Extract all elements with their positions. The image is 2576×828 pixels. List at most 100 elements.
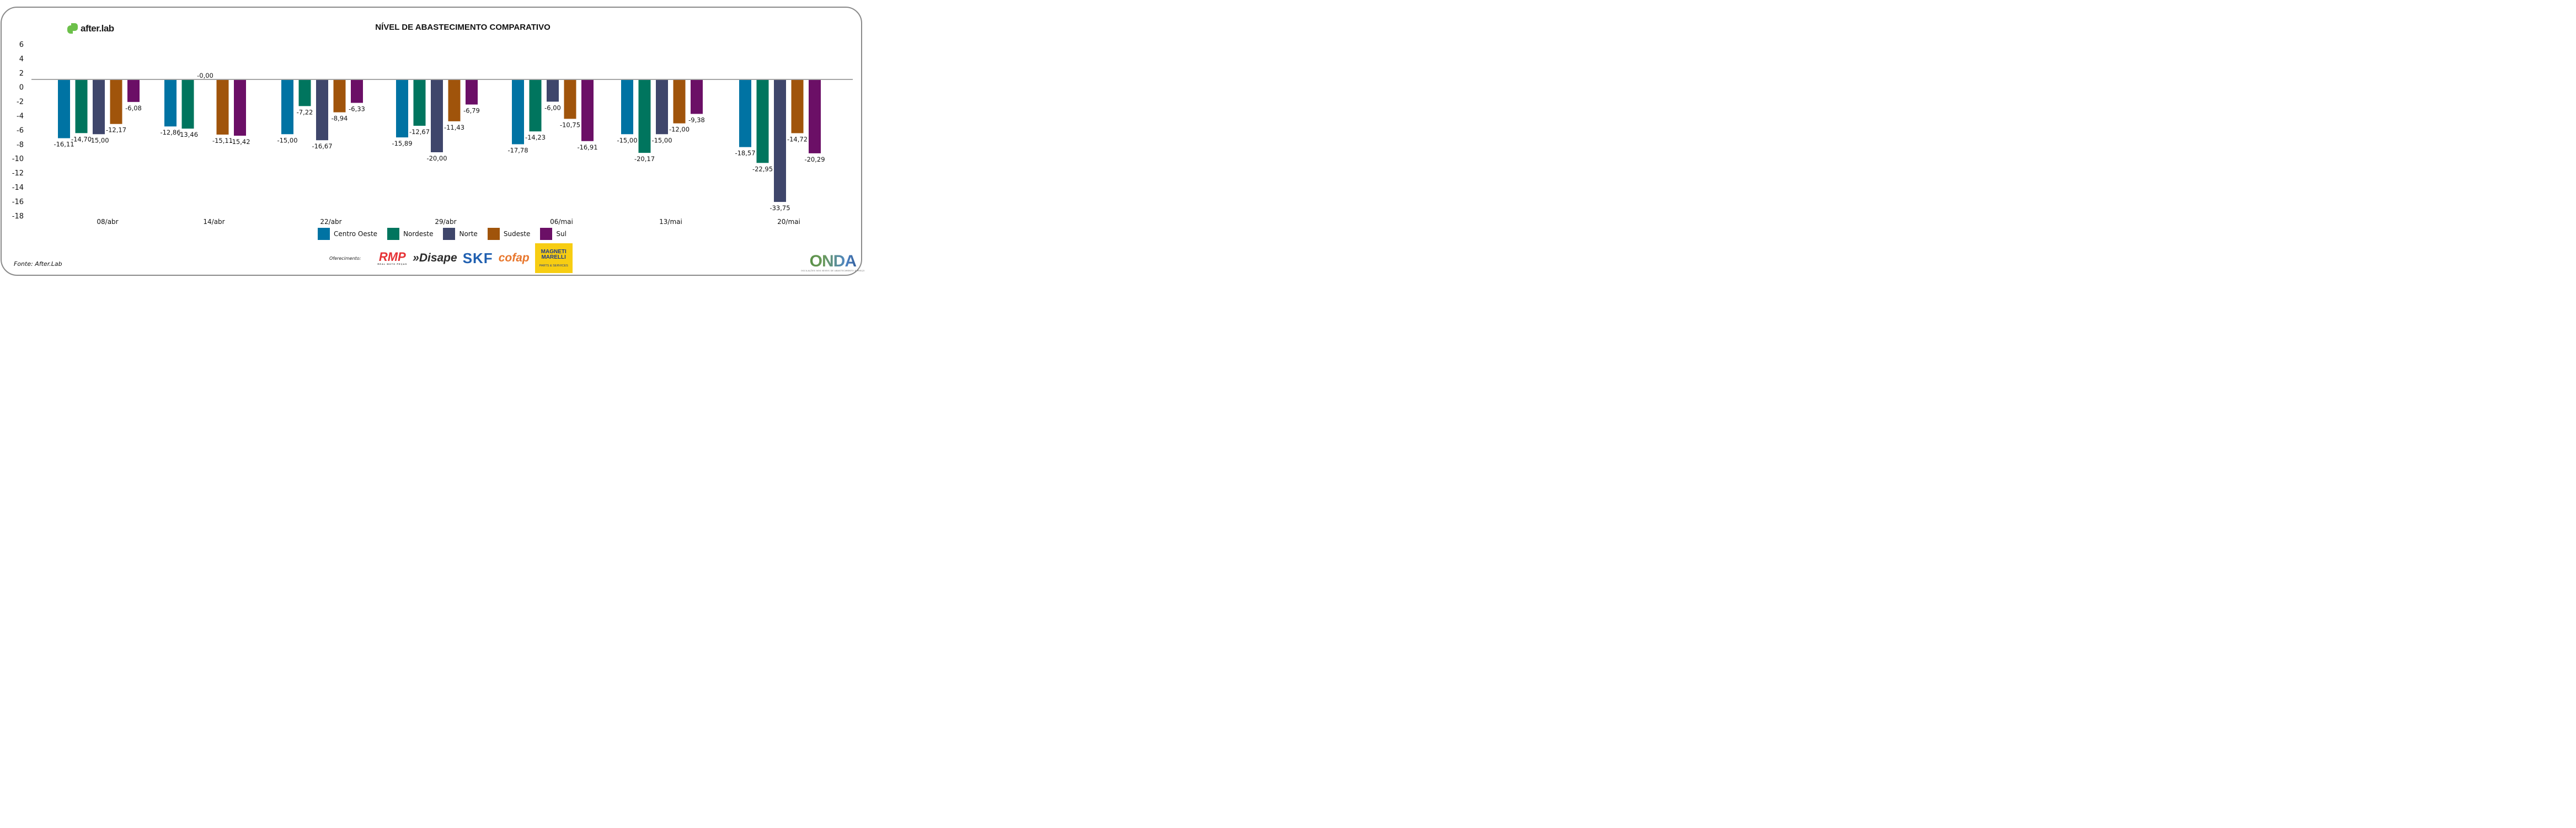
data-label: -9,38 (688, 116, 705, 124)
y-tick-label: -8 (17, 141, 24, 149)
data-label: -11,43 (444, 124, 464, 131)
rmp-logo: RMP REAL MOTO PEÇAS (377, 251, 407, 265)
bar-norte (316, 80, 328, 141)
data-label: -15,89 (392, 140, 412, 147)
chart-legend: Centro Oeste Nordeste Norte Sudeste Sul (318, 228, 576, 240)
y-tick-label: -10 (12, 155, 24, 163)
data-label: -18,57 (735, 149, 755, 157)
bar-norte (774, 80, 786, 202)
bar-sudeste (333, 80, 346, 113)
y-tick-label: -18 (12, 212, 24, 221)
bar-centro-oeste (621, 80, 633, 135)
bar-norte (547, 80, 559, 102)
data-label: -14,72 (787, 135, 808, 143)
legend-label: Norte (459, 230, 478, 238)
data-label: -15,00 (617, 136, 637, 144)
legend-swatch (443, 228, 456, 240)
bar-nordeste (75, 80, 88, 133)
bar-nordeste (413, 80, 426, 126)
data-label: -33,75 (769, 204, 790, 212)
cofap-logo: cofap (498, 252, 530, 264)
bar-sul (466, 80, 478, 105)
data-label: -6,33 (349, 105, 365, 113)
bar-centro-oeste (281, 80, 293, 135)
legend-label: Sul (556, 230, 566, 238)
bar-sudeste (110, 80, 122, 124)
bar-sul (581, 80, 594, 141)
data-label: -14,70 (71, 135, 92, 143)
y-tick-label: 0 (19, 84, 24, 92)
bar-sul (127, 80, 140, 102)
y-tick-label: -6 (17, 126, 24, 135)
x-axis-label: 20/mai (777, 218, 800, 226)
legend-label: Nordeste (403, 230, 434, 238)
bar-centro-oeste (164, 80, 177, 127)
legend-swatch (318, 228, 330, 240)
onda-logo-text: ONDA (801, 253, 865, 270)
data-label: -10,75 (560, 121, 580, 129)
data-label: -22,95 (752, 165, 773, 173)
logo-text: after.lab (81, 23, 114, 34)
x-axis-label: 08/abr (97, 218, 118, 226)
disape-logo: »Disape (413, 252, 457, 264)
bar-sudeste (216, 80, 229, 135)
data-label: -15,11 (212, 137, 233, 145)
data-label: -6,08 (125, 104, 142, 112)
data-label: -15,00 (88, 136, 109, 144)
y-tick-label: 6 (19, 41, 24, 49)
data-label: -13,46 (178, 131, 198, 138)
legend-item: Sul (540, 228, 566, 240)
data-label: -16,11 (54, 141, 74, 148)
legend-swatch (540, 228, 553, 240)
magneti-marelli-logo: MAGNETI MARELLI PARTS & SERVICES (535, 243, 573, 273)
bar-sul (351, 80, 363, 103)
bar-sudeste (448, 80, 461, 121)
marelli-line2: MARELLI (541, 254, 566, 260)
data-label: -7,22 (297, 108, 313, 116)
bar-centro-oeste (58, 80, 70, 138)
legend-item: Nordeste (387, 228, 433, 240)
legend-item: Norte (443, 228, 478, 240)
bar-sudeste (791, 80, 804, 133)
onda-tagline: OSCILAÇÕES NOS NÍVEIS DE ABASTECIMENTO E… (801, 270, 865, 272)
data-label: -16,91 (577, 143, 597, 151)
data-label: -6,79 (463, 106, 480, 114)
legend-swatch (487, 228, 500, 240)
bar-sudeste (564, 80, 576, 119)
sponsors-bar: Oferecimento: RMP REAL MOTO PEÇAS »Disape… (329, 243, 573, 273)
legend-item: Centro Oeste (318, 228, 377, 240)
afterlab-logo-icon (67, 23, 78, 34)
legend-swatch (387, 228, 400, 240)
data-label: -20,17 (634, 155, 655, 163)
x-axis-label: 29/abr (435, 218, 456, 226)
bar-centro-oeste (739, 80, 751, 147)
data-label: -0,00 (197, 72, 213, 79)
y-tick-label: 2 (19, 70, 24, 78)
y-tick-label: -2 (17, 98, 24, 106)
x-axis-label: 06/mai (550, 218, 573, 226)
data-label: -12,17 (106, 126, 126, 134)
x-axis-label: 22/abr (320, 218, 341, 226)
data-label: -20,29 (804, 156, 825, 163)
bar-norte (93, 80, 105, 135)
y-tick-label: -12 (12, 169, 24, 178)
data-label: -8,94 (332, 115, 348, 122)
legend-item: Sudeste (487, 228, 530, 240)
bar-centro-oeste (396, 80, 408, 138)
marelli-sub: PARTS & SERVICES (539, 264, 568, 268)
source-note: Fonte: After.Lab (14, 260, 62, 268)
legend-label: Centro Oeste (334, 230, 378, 238)
data-label: -12,00 (669, 126, 690, 133)
bar-nordeste (298, 80, 311, 106)
data-label: -15,00 (651, 136, 672, 144)
bar-centro-oeste (512, 80, 524, 145)
data-label: -16,67 (312, 142, 332, 150)
bar-nordeste (181, 80, 194, 129)
data-label: -12,67 (409, 128, 430, 136)
data-label: -14,23 (525, 133, 546, 141)
bar-nordeste (529, 80, 542, 132)
data-label: -20,00 (426, 154, 447, 162)
bar-sul (691, 80, 703, 114)
bar-chart: 6420-2-4-6-8-10-12-14-16-18-16,11-14,70-… (12, 41, 853, 226)
rmp-logo-subtext: REAL MOTO PEÇAS (377, 263, 408, 265)
